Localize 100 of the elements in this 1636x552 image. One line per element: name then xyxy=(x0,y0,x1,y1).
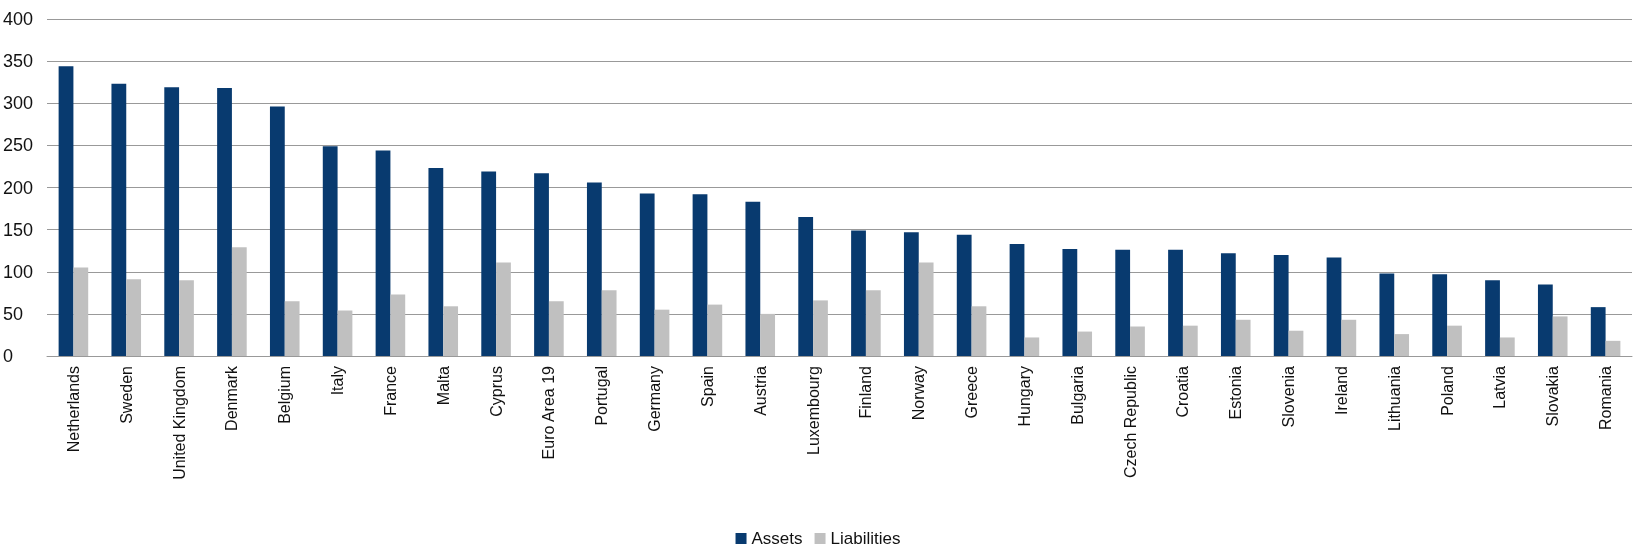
bar xyxy=(1168,249,1183,356)
y-tick-label: 250 xyxy=(3,135,34,156)
bar xyxy=(1590,307,1606,356)
bar xyxy=(813,300,828,356)
x-tick-label: Italy xyxy=(329,366,347,396)
legend-label: Assets xyxy=(751,529,803,548)
bar xyxy=(337,310,353,356)
bar xyxy=(745,201,761,356)
bar xyxy=(1341,319,1357,356)
bar xyxy=(1130,326,1145,356)
bar xyxy=(798,216,814,356)
bar xyxy=(601,290,617,356)
y-tick-label: 200 xyxy=(3,177,34,198)
y-tick-label: 350 xyxy=(3,51,34,72)
bar xyxy=(481,171,497,356)
x-tick-label: Belgium xyxy=(276,366,294,424)
bar xyxy=(1288,330,1304,356)
x-tick-label: Spain xyxy=(698,366,716,407)
bar xyxy=(179,280,194,356)
x-tick-label: Latvia xyxy=(1491,365,1509,409)
bar xyxy=(217,88,232,356)
bar xyxy=(707,304,723,356)
bar xyxy=(73,267,89,356)
y-tick-label: 100 xyxy=(3,261,34,282)
bar xyxy=(918,262,934,356)
x-tick-label: Netherlands xyxy=(64,366,82,453)
bar xyxy=(903,232,919,356)
bar xyxy=(1115,249,1131,356)
x-tick-label: Austria xyxy=(751,365,769,416)
bar xyxy=(956,234,972,356)
x-tick-label: Cyprus xyxy=(487,366,505,417)
bar xyxy=(164,87,180,356)
x-tick-label: Lithuania xyxy=(1385,365,1403,431)
bar xyxy=(692,194,708,356)
bar xyxy=(1499,337,1515,356)
bar xyxy=(586,182,602,356)
bar xyxy=(284,301,300,356)
bar xyxy=(111,83,127,356)
bar xyxy=(1394,334,1410,356)
x-tick-label: Norway xyxy=(910,366,928,421)
x-tick-label: Romania xyxy=(1597,365,1615,431)
x-tick-label: Greece xyxy=(963,365,981,419)
x-tick-label: United Kingdom xyxy=(170,366,188,480)
bar xyxy=(1062,249,1078,356)
bar xyxy=(865,290,881,356)
x-tick-label: Euro Area 19 xyxy=(540,365,558,460)
bar xyxy=(496,262,511,356)
x-tick-label: Slovenia xyxy=(1280,365,1298,428)
bar xyxy=(639,193,655,356)
x-tick-label: Czech Republic xyxy=(1121,366,1139,479)
x-tick-label: Bulgaria xyxy=(1068,365,1086,425)
x-tick-label: Hungary xyxy=(1015,366,1033,427)
bar xyxy=(1235,319,1251,356)
bar xyxy=(1220,253,1236,356)
bar xyxy=(58,66,74,356)
bar xyxy=(1273,254,1289,356)
bar xyxy=(534,173,549,356)
bar xyxy=(1537,284,1553,356)
bar xyxy=(1009,243,1025,356)
bar xyxy=(760,313,776,356)
bar xyxy=(1182,325,1198,356)
bar xyxy=(1552,316,1568,356)
bar xyxy=(1024,337,1040,356)
bar xyxy=(971,306,987,356)
bar xyxy=(1605,340,1621,356)
x-tick-label: Finland xyxy=(857,366,875,419)
x-tick-label: Malta xyxy=(434,365,452,406)
y-tick-label: 400 xyxy=(3,9,34,29)
bar xyxy=(1379,273,1395,356)
x-tick-label: Estonia xyxy=(1227,365,1245,420)
bar xyxy=(1077,331,1093,356)
bar xyxy=(548,301,564,356)
bar xyxy=(322,146,338,356)
x-tick-label: France xyxy=(381,365,399,416)
x-tick-label: Ireland xyxy=(1332,366,1350,415)
bar xyxy=(1485,280,1500,356)
x-tick-label: Sweden xyxy=(117,366,135,424)
x-tick-label: Slovakia xyxy=(1544,365,1562,427)
bar xyxy=(269,106,285,356)
y-tick-label: 0 xyxy=(3,346,14,366)
legend-label: Liabilities xyxy=(830,529,901,548)
bar xyxy=(443,306,459,356)
bar xyxy=(231,247,247,356)
x-tick-label: Luxembourg xyxy=(804,366,822,455)
bar xyxy=(1326,257,1342,356)
x-tick-label: Poland xyxy=(1438,366,1456,416)
x-tick-label: Denmark xyxy=(223,365,241,431)
bar xyxy=(126,279,142,356)
y-tick-label: 50 xyxy=(3,303,24,324)
bar xyxy=(375,150,391,356)
bar xyxy=(428,168,444,356)
bar xyxy=(1447,325,1462,356)
bar xyxy=(654,309,670,356)
bar xyxy=(1432,274,1448,356)
bar xyxy=(390,294,406,356)
y-tick-label: 300 xyxy=(3,93,34,114)
x-tick-label: Germany xyxy=(646,366,664,432)
x-tick-label: Portugal xyxy=(593,366,611,426)
y-tick-label: 150 xyxy=(3,219,34,240)
x-tick-label: Croatia xyxy=(1174,365,1192,418)
